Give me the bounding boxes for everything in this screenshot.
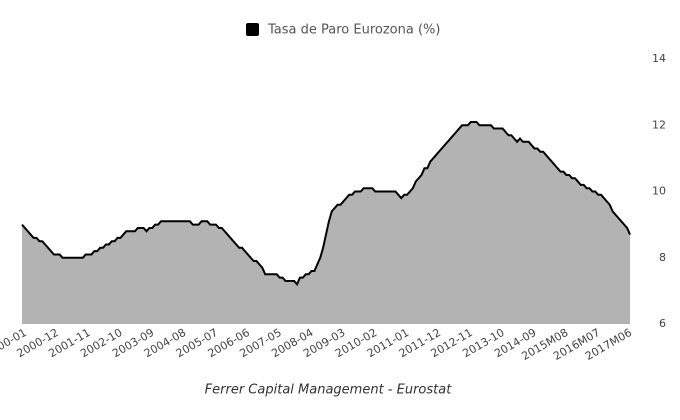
y-tick-label: 10 [652,185,666,198]
y-tick-label: 12 [652,118,666,131]
legend-swatch [246,23,259,36]
y-tick-label: 6 [659,317,666,330]
area [22,121,630,324]
line [21,120,631,287]
y-tick-label: 8 [659,251,666,264]
caption: Ferrer Capital Management - Eurostat [205,383,453,398]
y-tick-label: 14 [652,52,666,65]
legend-label: Tasa de Paro Eurozona (%) [267,23,440,38]
